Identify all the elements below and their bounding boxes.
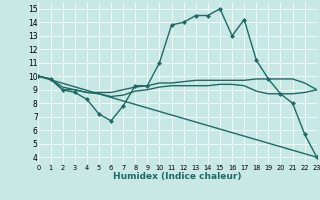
- X-axis label: Humidex (Indice chaleur): Humidex (Indice chaleur): [113, 172, 242, 181]
